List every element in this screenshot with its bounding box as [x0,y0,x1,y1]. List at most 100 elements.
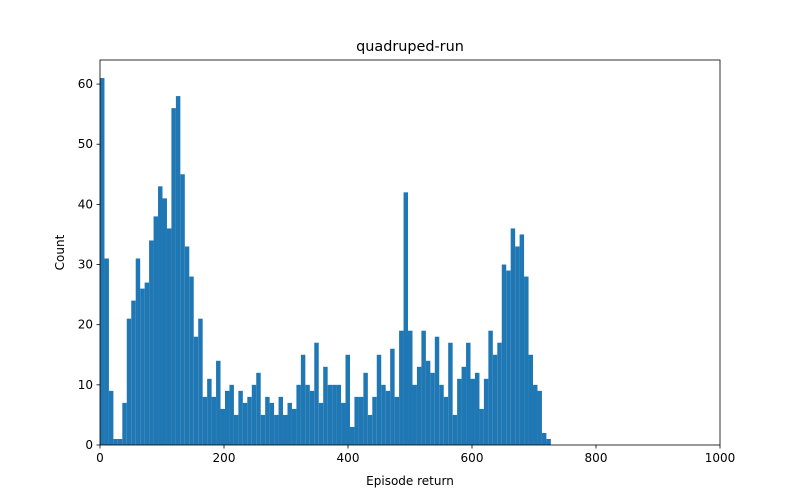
plot-frame [99,59,721,446]
y-tick-label: 50 [78,137,93,151]
histogram-bar [345,354,350,445]
x-axis-ticks: 0 200 400 600 800 1000 [96,445,735,465]
histogram-bar [524,276,529,445]
bars-group [100,78,551,446]
histogram-bar [461,366,467,445]
x-tick-label: 200 [213,451,236,465]
histogram-bar [381,384,386,445]
x-tick-label: 1000 [705,451,736,465]
histogram-bar [113,438,118,445]
histogram-bar [416,366,422,445]
histogram-bar [541,432,547,445]
histogram-bar [421,330,426,445]
histogram-bar [291,408,297,445]
histogram-bar [149,240,154,445]
histogram-bar [247,396,252,446]
histogram-bar [126,318,132,445]
histogram-bar [153,216,159,445]
x-tick-label: 600 [461,451,484,465]
histogram-bar [443,396,449,446]
histogram-bar [430,372,435,445]
histogram-bar [224,390,230,445]
histogram-bar [323,366,328,445]
histogram-bar [510,228,516,445]
histogram-bar [122,402,127,445]
y-tick-label: 10 [78,378,93,392]
histogram-bar [193,336,199,445]
histogram-bar [497,342,502,445]
histogram-bar [506,270,511,445]
histogram-bar [220,408,225,445]
histogram-bar [251,384,257,445]
histogram-bar [198,318,203,445]
histogram-bar [180,174,185,446]
y-tick-label: 0 [85,438,93,452]
histogram-bar [546,438,551,445]
histogram-bar [296,384,301,445]
histogram-bar [229,384,234,445]
histogram-bar [367,414,373,445]
histogram-bar [515,246,520,445]
histogram-bar [399,330,404,445]
histogram-bar [336,384,342,445]
histogram-bar [425,360,431,445]
histogram-bar [363,372,368,445]
histogram-bar [100,78,105,446]
x-axis-label: Episode return [366,474,454,488]
histogram-bar [519,234,525,445]
histogram-bar [305,384,310,445]
histogram-bar [358,396,364,446]
histogram-bar [144,282,150,445]
histogram-bar [233,414,239,445]
histogram-bar [269,402,275,445]
y-tick-label: 30 [78,258,93,272]
histogram-bar [412,384,417,445]
histogram-bar [349,426,355,445]
x-tick-label: 400 [337,451,360,465]
histogram-bar [452,414,458,445]
x-tick-label: 0 [96,451,104,465]
histogram-bar [171,108,176,446]
histogram-bar [108,390,114,445]
histogram-bar [390,348,395,445]
histogram-bar [448,342,453,445]
histogram-bar [372,396,377,446]
y-axis-ticks: 0 10 20 30 40 50 60 [78,77,100,452]
histogram-bar [300,354,306,445]
histogram-bar [314,342,319,445]
histogram-bar [492,354,498,445]
histogram-bar [135,258,141,445]
histogram-bar [483,378,489,445]
histogram-bar [528,354,533,445]
histogram-bar [341,402,346,445]
histogram-bar [501,264,507,445]
histogram-bar [216,360,221,445]
histogram-bar [470,378,475,445]
histogram-bar [117,438,123,445]
histogram-bar [537,390,542,445]
histogram-bar [260,414,266,445]
histogram-bar [457,378,462,445]
histogram-bar [474,372,480,445]
histogram-bar [211,396,217,446]
y-tick-label: 40 [78,197,93,211]
histogram-bar [175,96,181,445]
histogram-bar [533,384,538,445]
histogram-bar [189,276,194,445]
histogram-bar [354,396,359,446]
histogram-bar [466,342,471,445]
histogram-bar [162,198,167,445]
y-tick-label: 20 [78,318,93,332]
histogram-bar [140,288,145,445]
histogram-bar [385,390,391,445]
histogram-bar [207,378,212,445]
y-axis-label: Count [53,234,67,270]
histogram-bar [256,372,261,445]
histogram-bar [184,246,190,445]
histogram-bar [376,354,382,445]
histogram-bar [434,336,440,445]
histogram-bar [238,390,243,445]
y-tick-label: 60 [78,77,93,91]
